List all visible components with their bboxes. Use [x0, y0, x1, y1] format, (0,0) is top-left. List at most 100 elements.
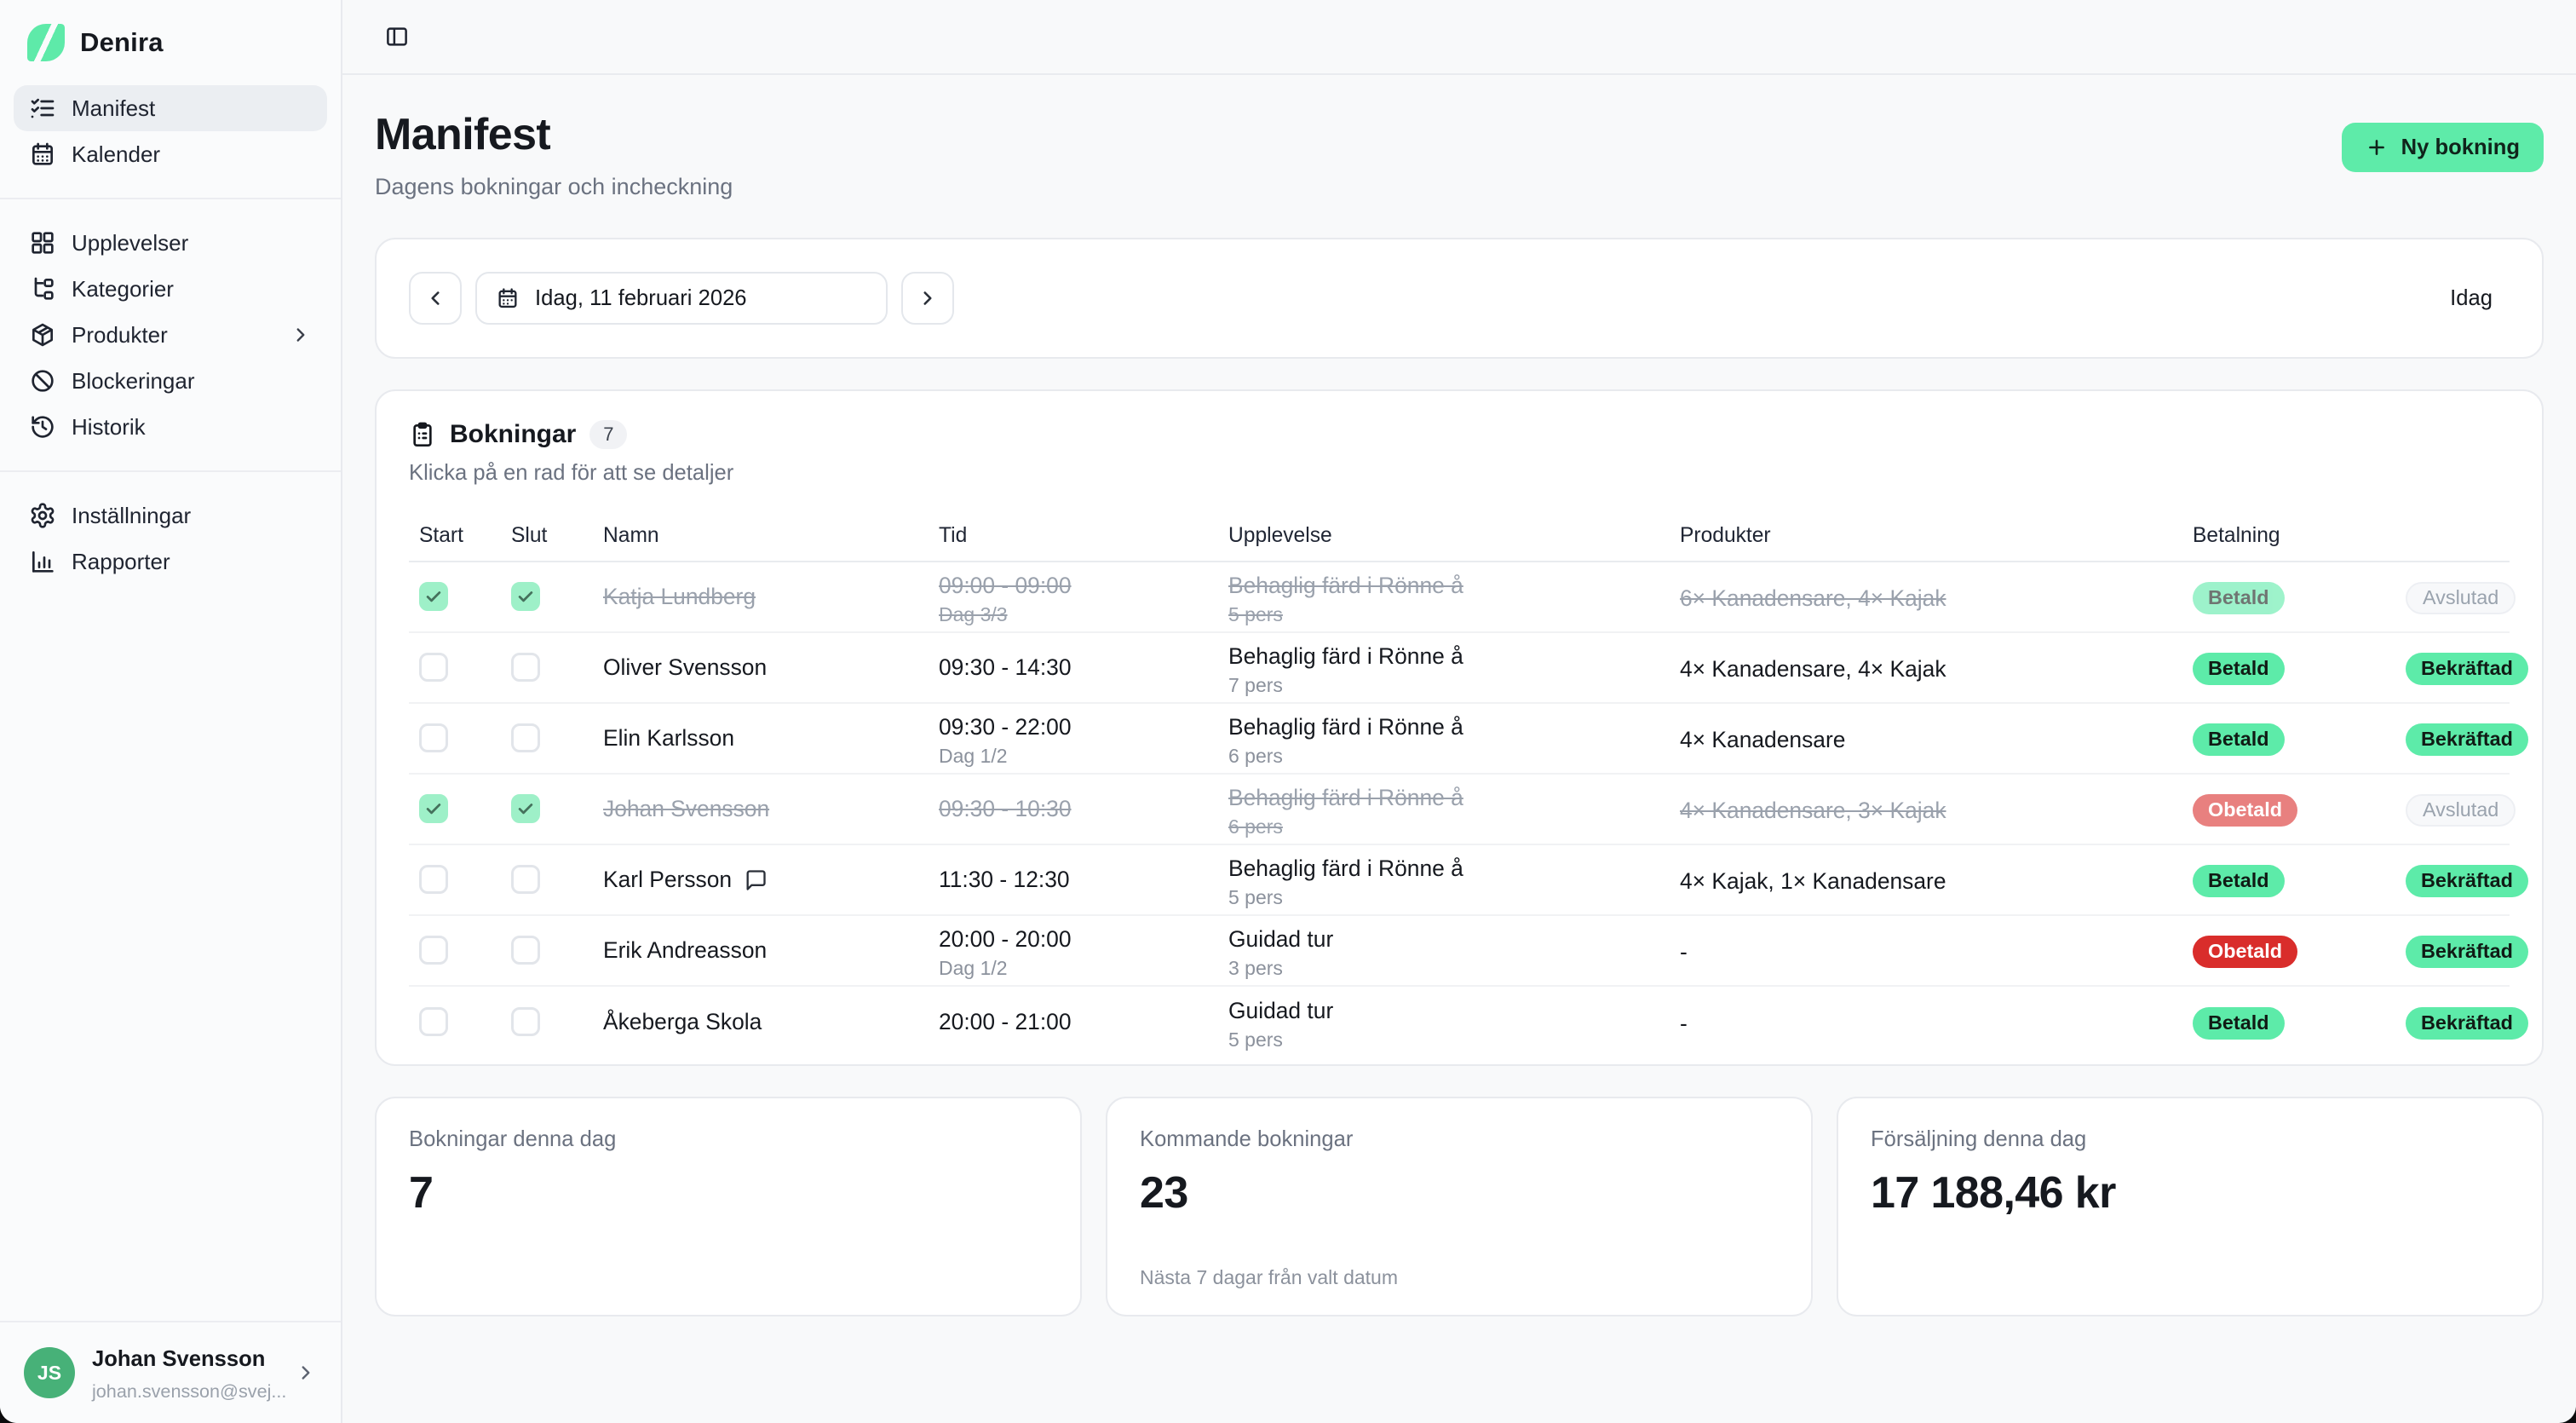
table-header-row: Start Slut Namn Tid Upplevelse Produkter…: [409, 511, 2510, 562]
package-icon: [29, 321, 56, 349]
column-header-produkter: Produkter: [1680, 524, 1771, 547]
start-checkbox[interactable]: [419, 865, 448, 894]
sidebar-item-rapporter[interactable]: Rapporter: [14, 539, 327, 585]
sidebar-item-label: Inställningar: [72, 502, 192, 528]
sidebar-divider: [0, 198, 341, 199]
user-menu[interactable]: JS Johan Svensson johan.svensson@svej...: [0, 1321, 341, 1423]
table-row[interactable]: Oliver Svensson 09:30 - 14:30 Behaglig f…: [409, 633, 2528, 704]
grid-icon: [29, 229, 56, 256]
booking-time: 09:30 - 14:30: [939, 654, 1072, 680]
denira-logo-icon: [27, 24, 65, 61]
chevron-right-icon: [290, 324, 312, 346]
new-booking-button[interactable]: Ny bokning: [2341, 123, 2544, 172]
booking-products: 4× Kanadensare, 4× Kajak: [1680, 656, 1946, 682]
status-badge: Bekräftad: [2406, 723, 2528, 756]
bookings-table: Start Slut Namn Tid Upplevelse Produkter…: [409, 511, 2528, 1057]
payment-badge: Betald: [2193, 864, 2285, 897]
booking-name: Johan Svensson: [603, 796, 770, 821]
summary-note: Nästa 7 dagar från valt datum: [1140, 1266, 1398, 1288]
table-row[interactable]: Johan Svensson 09:30 - 10:30 Behaglig fä…: [409, 775, 2516, 845]
end-checkbox[interactable]: [511, 653, 540, 682]
column-header-upplevelse: Upplevelse: [1228, 524, 1332, 547]
history-icon: [29, 413, 56, 441]
sidebar-item-kategorier[interactable]: Kategorier: [14, 266, 327, 312]
end-checkbox[interactable]: [511, 582, 540, 611]
booking-name: Elin Karlsson: [603, 725, 735, 751]
summary-cards: Bokningar denna dag 7 Kommande bokningar…: [375, 1097, 2544, 1316]
sidebar-item-upplevelser[interactable]: Upplevelser: [14, 220, 327, 266]
tree-icon: [29, 275, 56, 302]
previous-day-button[interactable]: [409, 272, 462, 325]
column-header-betalning: Betalning: [2193, 524, 2280, 547]
start-checkbox[interactable]: [419, 1007, 448, 1036]
payment-badge: Betald: [2193, 652, 2285, 685]
end-checkbox[interactable]: [511, 794, 540, 823]
column-header-namn: Namn: [603, 524, 659, 547]
booking-name: Karl Persson: [603, 867, 733, 892]
bookings-card: Bokningar 7 Klicka på en rad för att se …: [375, 389, 2544, 1066]
sidebar-item-label: Manifest: [72, 95, 156, 121]
booking-name: Katja Lundberg: [603, 584, 756, 609]
today-button[interactable]: Idag: [2450, 285, 2493, 310]
brand-row: Denira: [0, 0, 341, 82]
payment-badge: Obetald: [2193, 935, 2298, 968]
booking-name: Oliver Svensson: [603, 654, 768, 680]
table-row[interactable]: Åkeberga Skola 20:00 - 21:00 Guidad tur 5…: [409, 987, 2528, 1057]
booking-time: 20:00 - 21:00: [939, 1009, 1072, 1034]
plus-icon: [2366, 136, 2388, 158]
sidebar-item-label: Produkter: [72, 321, 168, 348]
sidebar-item-label: Upplevelser: [72, 229, 189, 256]
booking-experience: Behaglig färd i Rönne å: [1228, 855, 1463, 881]
table-row[interactable]: Karl Persson 11:30 - 12:30 Behaglig färd…: [409, 845, 2528, 916]
payment-badge: Betald: [2193, 1006, 2285, 1040]
booking-products: 4× Kanadensare: [1680, 727, 1846, 752]
booking-products: 4× Kajak, 1× Kanadensare: [1680, 868, 1946, 894]
end-checkbox[interactable]: [511, 723, 540, 752]
booking-time: 09:00 - 09:00: [939, 572, 1072, 598]
date-picker-field[interactable]: Idag, 11 februari 2026: [475, 272, 888, 325]
status-badge: Avslutad: [2406, 581, 2516, 614]
sidebar-divider: [0, 470, 341, 472]
booking-experience: Behaglig färd i Rönne å: [1228, 784, 1463, 810]
start-checkbox[interactable]: [419, 582, 448, 611]
sidebar-item-kalender[interactable]: Kalender: [14, 131, 327, 177]
booking-persons: 3 pers: [1228, 956, 1283, 979]
start-checkbox[interactable]: [419, 653, 448, 682]
sidebar-item-label: Blockeringar: [72, 367, 195, 394]
summary-value: 23: [1140, 1168, 1188, 1218]
next-day-button[interactable]: [901, 272, 954, 325]
sidebar-toggle-icon[interactable]: [375, 14, 419, 59]
start-checkbox[interactable]: [419, 794, 448, 823]
sidebar-item-manifest[interactable]: Manifest: [14, 85, 327, 131]
booking-products: 4× Kanadensare, 3× Kajak: [1680, 798, 1946, 823]
table-row[interactable]: Katja Lundberg 09:00 - 09:00 Dag 3/3 Beha…: [409, 562, 2516, 633]
table-row[interactable]: Erik Andreasson 20:00 - 20:00 Dag 1/2 Gui…: [409, 916, 2528, 987]
sidebar-item-historik[interactable]: Historik: [14, 404, 327, 450]
gear-icon: [29, 502, 56, 529]
payment-badge: Betald: [2193, 581, 2285, 614]
start-checkbox[interactable]: [419, 723, 448, 752]
sidebar-item-produkter[interactable]: Produkter: [14, 312, 327, 358]
booking-time-sub: Dag 1/2: [939, 744, 1008, 767]
summary-card-bookings-today: Bokningar denna dag 7: [375, 1097, 1082, 1316]
sidebar-item-installningar[interactable]: Inställningar: [14, 493, 327, 539]
booking-persons: 6 pers: [1228, 744, 1283, 767]
booking-time: 11:30 - 12:30: [939, 867, 1070, 892]
end-checkbox[interactable]: [511, 865, 540, 894]
booking-persons: 5 pers: [1228, 602, 1283, 625]
selected-date-label: Idag, 11 februari 2026: [535, 285, 747, 310]
avatar: JS: [24, 1347, 75, 1398]
summary-label: Försäljning denna dag: [1871, 1127, 2087, 1151]
booking-time-sub: Dag 3/3: [939, 602, 1008, 625]
start-checkbox[interactable]: [419, 936, 448, 965]
end-checkbox[interactable]: [511, 1007, 540, 1036]
payment-badge: Obetald: [2193, 793, 2298, 827]
booking-name: Erik Andreasson: [603, 937, 768, 963]
nav-settings: Inställningar Rapporter: [0, 489, 341, 588]
end-checkbox[interactable]: [511, 936, 540, 965]
booking-persons: 6 pers: [1228, 815, 1283, 838]
table-row[interactable]: Elin Karlsson 09:30 - 22:00 Dag 1/2 Behag…: [409, 704, 2528, 775]
booking-experience: Behaglig färd i Rönne å: [1228, 642, 1463, 669]
sidebar-item-blockeringar[interactable]: Blockeringar: [14, 358, 327, 404]
ban-icon: [29, 367, 56, 395]
